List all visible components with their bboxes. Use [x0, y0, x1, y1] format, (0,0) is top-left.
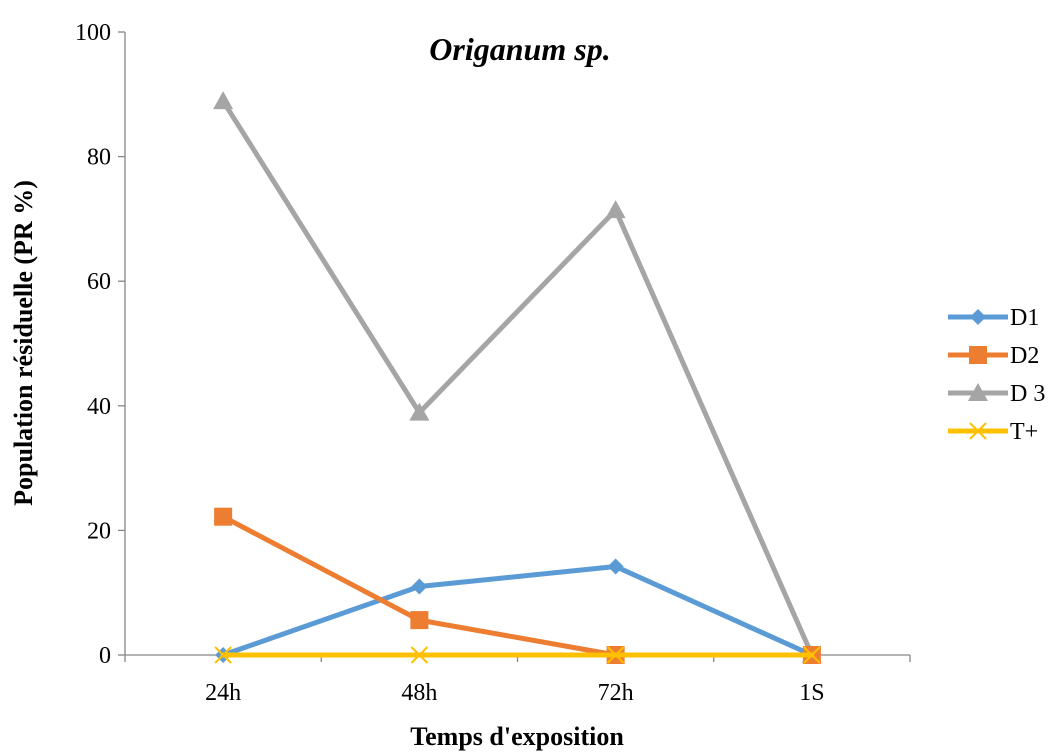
y-axis-title: Population résiduelle (PR %): [9, 180, 38, 506]
y-tick-label: 0: [99, 643, 111, 669]
legend-marker-d2: [969, 346, 987, 364]
data-point-d3: [213, 91, 234, 110]
chart-title: Origanum sp.: [429, 31, 610, 67]
series-d1: [215, 558, 820, 663]
y-tick-label: 80: [87, 145, 111, 171]
data-point-d3: [605, 200, 626, 219]
legend-item-d1: D1: [948, 305, 1039, 331]
data-point-d1: [607, 558, 624, 575]
x-tick-label: 48h: [401, 680, 437, 706]
series-layer: [213, 91, 822, 664]
legend-item-d2: D2: [948, 343, 1039, 369]
legend-label-t+: T+: [1010, 419, 1038, 445]
y-tick-label: 20: [87, 518, 111, 544]
series-t+: [214, 646, 821, 664]
x-axis-title: Temps d'exposition: [410, 722, 624, 751]
legend-label-d1: D1: [1010, 305, 1039, 331]
legend-item-d3: D 3: [948, 381, 1045, 407]
legend-marker-d1: [970, 309, 986, 325]
legend-item-t+: T+: [948, 419, 1038, 445]
data-point-d2: [214, 507, 233, 526]
data-point-t+: [606, 646, 625, 664]
x-ticks: 24h 48h 72h 1S: [124, 655, 911, 706]
x-tick-label: 1S: [799, 680, 824, 706]
data-point-t+: [803, 646, 821, 664]
data-point-d2: [410, 611, 429, 630]
x-tick-label: 24h: [205, 680, 241, 706]
series-line-d1: [220, 564, 815, 658]
series-d2: [214, 507, 821, 664]
data-point-d1: [411, 578, 428, 595]
series-line-d3: [220, 98, 815, 658]
y-ticks: 0 20 40 60 80 100: [75, 20, 125, 669]
y-tick-label: 100: [75, 20, 111, 46]
data-point-t+: [214, 646, 232, 664]
legend-label-d2: D2: [1010, 343, 1039, 369]
x-tick-label: 72h: [598, 680, 634, 706]
legend-marker-d3: [968, 383, 988, 401]
legend: D1 D2 D 3 T+: [948, 305, 1045, 445]
legend-marker-t+: [969, 422, 987, 440]
data-point-d3: [409, 402, 430, 421]
y-tick-label: 60: [87, 269, 111, 295]
y-tick-label: 40: [87, 394, 111, 420]
data-point-t+: [410, 646, 429, 664]
legend-label-d3: D 3: [1010, 381, 1045, 407]
axes: [124, 32, 910, 656]
series-line-d2: [220, 514, 815, 658]
